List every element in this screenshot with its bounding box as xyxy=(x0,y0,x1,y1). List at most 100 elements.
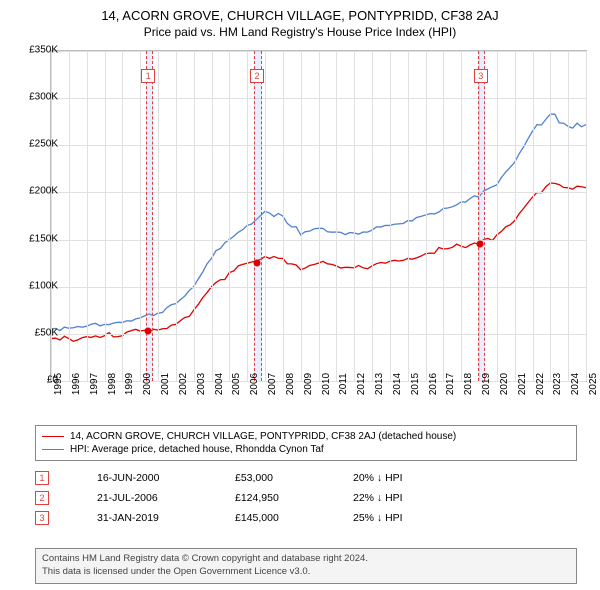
sale-row: 1 16-JUN-2000 £53,000 20% ↓ HPI xyxy=(35,468,433,488)
gridline-vertical xyxy=(69,51,70,381)
x-axis-label: 2000 xyxy=(142,373,153,395)
event-band xyxy=(254,51,261,381)
sale-point-marker xyxy=(254,260,261,267)
chart-subtitle: Price paid vs. HM Land Registry's House … xyxy=(0,23,600,39)
gridline-vertical xyxy=(319,51,320,381)
gridline-vertical xyxy=(533,51,534,381)
x-axis-label: 2020 xyxy=(499,373,510,395)
x-axis-label: 2014 xyxy=(392,373,403,395)
x-axis-label: 2011 xyxy=(338,373,349,395)
x-axis-label: 2012 xyxy=(356,373,367,395)
gridline-vertical xyxy=(515,51,516,381)
y-axis-label: £50K xyxy=(35,327,58,338)
sale-row: 2 21-JUL-2006 £124,950 22% ↓ HPI xyxy=(35,488,433,508)
sale-marker-box: 2 xyxy=(35,491,49,505)
sale-delta: 20% ↓ HPI xyxy=(353,472,433,484)
chart-container: 14, ACORN GROVE, CHURCH VILLAGE, PONTYPR… xyxy=(0,0,600,590)
x-axis-label: 2024 xyxy=(570,373,581,395)
sale-date: 16-JUN-2000 xyxy=(97,472,187,484)
sale-delta: 22% ↓ HPI xyxy=(353,492,433,504)
gridline-vertical xyxy=(212,51,213,381)
x-axis-label: 2009 xyxy=(303,373,314,395)
x-axis-label: 2004 xyxy=(214,373,225,395)
y-axis-label: £200K xyxy=(29,186,58,197)
x-axis-label: 2017 xyxy=(445,373,456,395)
x-axis-label: 2010 xyxy=(321,373,332,395)
x-axis-label: 2015 xyxy=(410,373,421,395)
gridline-vertical xyxy=(265,51,266,381)
x-axis-label: 2006 xyxy=(249,373,260,395)
sale-price: £145,000 xyxy=(235,512,305,524)
x-axis-label: 2013 xyxy=(374,373,385,395)
sale-point-marker xyxy=(477,241,484,248)
x-axis-label: 2003 xyxy=(196,373,207,395)
gridline-vertical xyxy=(586,51,587,381)
x-axis-label: 1998 xyxy=(107,373,118,395)
legend-row: 14, ACORN GROVE, CHURCH VILLAGE, PONTYPR… xyxy=(42,430,570,443)
gridline-vertical xyxy=(497,51,498,381)
y-axis-label: £150K xyxy=(29,233,58,244)
x-axis-label: 2008 xyxy=(285,373,296,395)
legend-box: 14, ACORN GROVE, CHURCH VILLAGE, PONTYPR… xyxy=(35,425,577,461)
x-axis-label: 2023 xyxy=(552,373,563,395)
footer-line-2: This data is licensed under the Open Gov… xyxy=(42,566,570,579)
gridline-vertical xyxy=(140,51,141,381)
legend-swatch xyxy=(42,449,64,450)
sale-marker-box: 1 xyxy=(35,471,49,485)
gridline-vertical xyxy=(158,51,159,381)
gridline-vertical xyxy=(354,51,355,381)
gridline-vertical xyxy=(408,51,409,381)
x-axis-label: 1995 xyxy=(53,373,64,395)
x-axis-label: 1996 xyxy=(71,373,82,395)
x-axis-label: 2007 xyxy=(267,373,278,395)
sales-table: 1 16-JUN-2000 £53,000 20% ↓ HPI 2 21-JUL-2006… xyxy=(35,468,433,528)
x-axis-label: 2005 xyxy=(231,373,242,395)
gridline-vertical xyxy=(105,51,106,381)
sale-date: 21-JUL-2006 xyxy=(97,492,187,504)
legend-label: 14, ACORN GROVE, CHURCH VILLAGE, PONTYPR… xyxy=(70,431,456,442)
legend-label: HPI: Average price, detached house, Rhon… xyxy=(70,444,324,455)
gridline-vertical xyxy=(283,51,284,381)
gridline-vertical xyxy=(426,51,427,381)
sale-date: 31-JAN-2019 xyxy=(97,512,187,524)
sale-marker-box: 3 xyxy=(35,511,49,525)
gridline-vertical xyxy=(550,51,551,381)
x-axis-label: 2001 xyxy=(160,373,171,395)
chart-plot-area: 123 xyxy=(50,50,587,382)
sale-point-marker xyxy=(145,328,152,335)
event-marker-box: 2 xyxy=(250,69,264,83)
event-marker-box: 1 xyxy=(141,69,155,83)
sale-row: 3 31-JAN-2019 £145,000 25% ↓ HPI xyxy=(35,508,433,528)
footer-box: Contains HM Land Registry data © Crown c… xyxy=(35,548,577,584)
x-axis-label: 2016 xyxy=(428,373,439,395)
gridline-vertical xyxy=(568,51,569,381)
x-axis-label: 2018 xyxy=(463,373,474,395)
x-axis-label: 2019 xyxy=(481,373,492,395)
event-band xyxy=(478,51,485,381)
x-axis-label: 2022 xyxy=(535,373,546,395)
gridline-vertical xyxy=(390,51,391,381)
gridline-vertical xyxy=(301,51,302,381)
footer-line-1: Contains HM Land Registry data © Crown c… xyxy=(42,553,570,566)
gridline-vertical xyxy=(87,51,88,381)
gridline-vertical xyxy=(372,51,373,381)
sale-delta: 25% ↓ HPI xyxy=(353,512,433,524)
gridline-vertical xyxy=(247,51,248,381)
gridline-vertical xyxy=(229,51,230,381)
gridline-vertical xyxy=(336,51,337,381)
gridline-vertical xyxy=(443,51,444,381)
x-axis-label: 2025 xyxy=(588,373,599,395)
gridline-vertical xyxy=(194,51,195,381)
legend-row: HPI: Average price, detached house, Rhon… xyxy=(42,443,570,456)
sale-price: £53,000 xyxy=(235,472,305,484)
legend-swatch xyxy=(42,436,64,437)
x-axis-label: 1999 xyxy=(124,373,135,395)
gridline-vertical xyxy=(122,51,123,381)
y-axis-label: £350K xyxy=(29,45,58,56)
chart-title: 14, ACORN GROVE, CHURCH VILLAGE, PONTYPR… xyxy=(0,0,600,23)
y-axis-label: £100K xyxy=(29,280,58,291)
x-axis-label: 2002 xyxy=(178,373,189,395)
sale-price: £124,950 xyxy=(235,492,305,504)
x-axis-label: 2021 xyxy=(517,373,528,395)
gridline-vertical xyxy=(176,51,177,381)
